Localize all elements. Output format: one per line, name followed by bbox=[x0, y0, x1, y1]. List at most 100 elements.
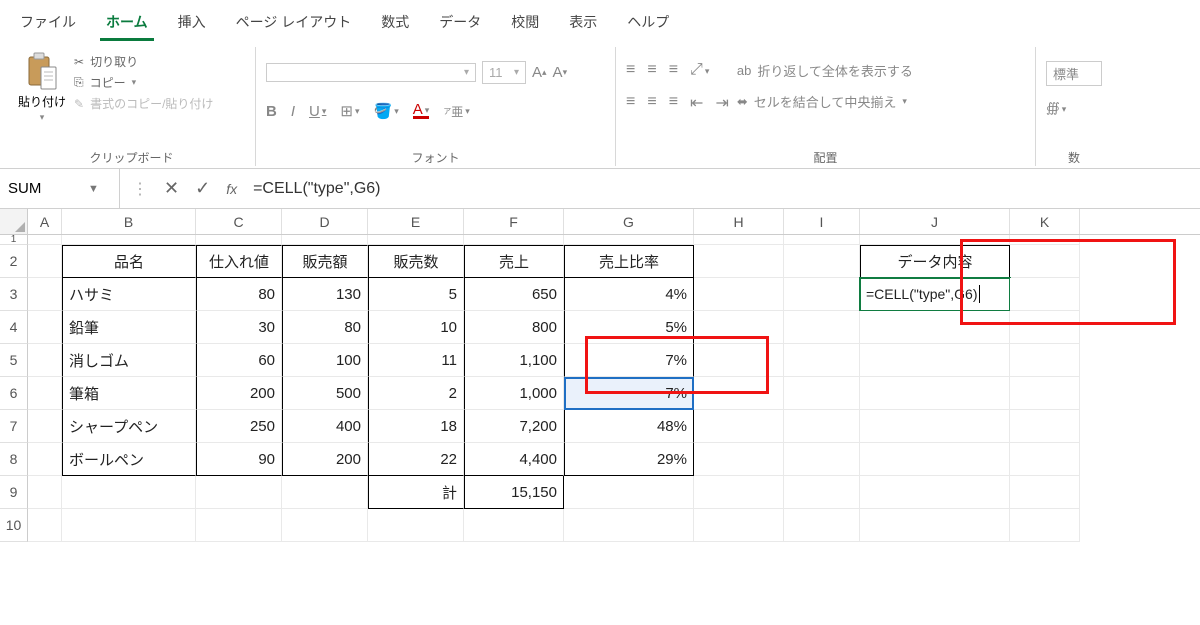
select-all-corner[interactable] bbox=[0, 209, 28, 234]
cell[interactable]: 販売額 bbox=[282, 245, 368, 278]
cell[interactable] bbox=[694, 344, 784, 377]
cell[interactable]: 消しゴム bbox=[62, 344, 196, 377]
cancel-formula-icon[interactable]: ✕ bbox=[164, 178, 179, 199]
cell[interactable] bbox=[28, 476, 62, 509]
col-header-A[interactable]: A bbox=[28, 209, 62, 234]
cell[interactable]: 7% bbox=[564, 344, 694, 377]
cell[interactable]: データ内容 bbox=[860, 245, 1010, 278]
underline-button[interactable]: U bbox=[309, 103, 326, 120]
font-family-dropdown[interactable]: ▾ bbox=[266, 63, 476, 82]
cell[interactable] bbox=[1010, 245, 1080, 278]
cell[interactable] bbox=[1010, 476, 1080, 509]
cell[interactable] bbox=[464, 235, 564, 245]
cell[interactable] bbox=[62, 476, 196, 509]
col-header-C[interactable]: C bbox=[196, 209, 282, 234]
cell[interactable] bbox=[28, 509, 62, 542]
menu-home[interactable]: ホーム bbox=[100, 8, 154, 41]
cell[interactable]: 4,400 bbox=[464, 443, 564, 476]
name-box-input[interactable] bbox=[8, 180, 88, 197]
cell[interactable]: シャープペン bbox=[62, 410, 196, 443]
cell[interactable] bbox=[28, 443, 62, 476]
align-center-icon[interactable]: ≡ bbox=[647, 93, 656, 113]
cell[interactable] bbox=[1010, 278, 1080, 311]
cell[interactable] bbox=[28, 410, 62, 443]
align-middle-icon[interactable]: ≡ bbox=[647, 61, 656, 79]
cell[interactable]: 30 bbox=[196, 311, 282, 344]
cell[interactable] bbox=[694, 377, 784, 410]
merge-center-button[interactable]: ⬌セルを結合して中央揃え▾ bbox=[737, 92, 913, 111]
align-left-icon[interactable]: ≡ bbox=[626, 93, 635, 113]
menu-insert[interactable]: 挿入 bbox=[172, 8, 212, 41]
row-header-1[interactable]: 1 bbox=[0, 235, 28, 245]
cell[interactable] bbox=[784, 509, 860, 542]
row-header-7[interactable]: 7 bbox=[0, 410, 28, 443]
currency-button[interactable]: ∰ bbox=[1046, 100, 1102, 116]
cell[interactable] bbox=[564, 509, 694, 542]
cell[interactable]: 15,150 bbox=[464, 476, 564, 509]
cell[interactable]: 4% bbox=[564, 278, 694, 311]
col-header-D[interactable]: D bbox=[282, 209, 368, 234]
formula-input[interactable]: =CELL("type",G6) bbox=[253, 180, 380, 198]
cell[interactable] bbox=[784, 235, 860, 245]
fx-icon[interactable]: fx bbox=[226, 181, 237, 197]
cell[interactable]: 29% bbox=[564, 443, 694, 476]
cell[interactable] bbox=[28, 278, 62, 311]
cell[interactable] bbox=[282, 235, 368, 245]
cell[interactable]: 80 bbox=[282, 311, 368, 344]
format-painter-button[interactable]: ✎書式のコピー/貼り付け bbox=[74, 95, 213, 112]
cell[interactable] bbox=[1010, 509, 1080, 542]
cell[interactable] bbox=[784, 344, 860, 377]
menu-view[interactable]: 表示 bbox=[563, 8, 603, 41]
cell[interactable]: 7,200 bbox=[464, 410, 564, 443]
decrease-font-icon[interactable]: A▾ bbox=[553, 64, 568, 81]
cell[interactable] bbox=[694, 311, 784, 344]
cell-referenced[interactable]: 7% bbox=[564, 377, 694, 410]
menu-help[interactable]: ヘルプ bbox=[621, 8, 675, 41]
cell[interactable]: 400 bbox=[282, 410, 368, 443]
col-header-I[interactable]: I bbox=[784, 209, 860, 234]
cell[interactable]: 1,100 bbox=[464, 344, 564, 377]
cell[interactable] bbox=[62, 509, 196, 542]
cell[interactable] bbox=[784, 443, 860, 476]
cell[interactable]: 5% bbox=[564, 311, 694, 344]
menu-formulas[interactable]: 数式 bbox=[375, 8, 415, 41]
col-header-K[interactable]: K bbox=[1010, 209, 1080, 234]
cell[interactable] bbox=[860, 443, 1010, 476]
cell[interactable] bbox=[28, 344, 62, 377]
cell-editing[interactable]: =CELL("type",G6) bbox=[860, 278, 1010, 311]
font-color-button[interactable]: A bbox=[413, 104, 430, 119]
cell[interactable]: 売上比率 bbox=[564, 245, 694, 278]
phonetic-button[interactable]: ア亜 bbox=[443, 103, 470, 120]
cell[interactable] bbox=[694, 509, 784, 542]
col-header-B[interactable]: B bbox=[62, 209, 196, 234]
align-right-icon[interactable]: ≡ bbox=[669, 93, 678, 113]
cell[interactable] bbox=[1010, 311, 1080, 344]
cell[interactable] bbox=[784, 278, 860, 311]
menu-data[interactable]: データ bbox=[433, 8, 487, 41]
cell[interactable] bbox=[282, 509, 368, 542]
col-header-F[interactable]: F bbox=[464, 209, 564, 234]
cell[interactable]: 11 bbox=[368, 344, 464, 377]
cell[interactable]: 品名 bbox=[62, 245, 196, 278]
cell[interactable] bbox=[1010, 235, 1080, 245]
cell[interactable]: 100 bbox=[282, 344, 368, 377]
fill-color-button[interactable]: 🪣 bbox=[374, 102, 399, 120]
cell[interactable]: 650 bbox=[464, 278, 564, 311]
cell[interactable] bbox=[860, 410, 1010, 443]
menu-page-layout[interactable]: ページ レイアウト bbox=[230, 8, 358, 41]
cell[interactable]: 仕入れ値 bbox=[196, 245, 282, 278]
cell[interactable]: 10 bbox=[368, 311, 464, 344]
row-header-9[interactable]: 9 bbox=[0, 476, 28, 509]
cell[interactable] bbox=[860, 235, 1010, 245]
cell[interactable] bbox=[694, 278, 784, 311]
cell[interactable]: 90 bbox=[196, 443, 282, 476]
cell[interactable] bbox=[1010, 344, 1080, 377]
cell[interactable]: ボールペン bbox=[62, 443, 196, 476]
worksheet-grid[interactable]: A B C D E F G H I J K 1 2 品名 仕入れ値 販売額 販売… bbox=[0, 209, 1200, 542]
cell[interactable]: ハサミ bbox=[62, 278, 196, 311]
cell[interactable] bbox=[784, 410, 860, 443]
accept-formula-icon[interactable]: ✓ bbox=[195, 178, 210, 199]
cell[interactable] bbox=[196, 235, 282, 245]
border-button[interactable]: ⊞ bbox=[340, 102, 359, 120]
align-top-icon[interactable]: ≡ bbox=[626, 61, 635, 79]
